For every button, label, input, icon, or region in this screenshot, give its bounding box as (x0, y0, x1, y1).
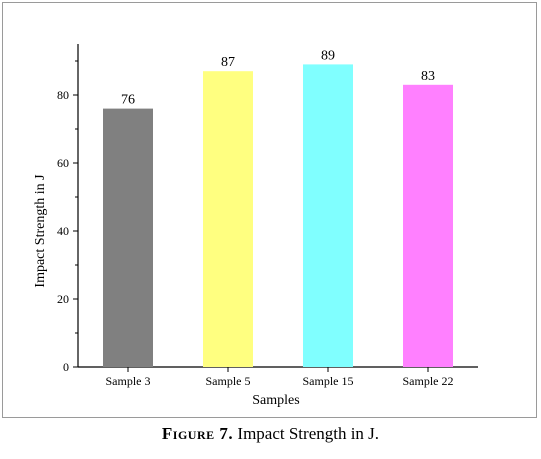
axes: 0 20 40 60 80 Sample 3 Sample 5 Sample 15 Sample… (57, 44, 478, 388)
y-axis-label: Impact Strength in J (33, 174, 48, 288)
figure-caption: Figure 7. Impact Strength in J. (0, 424, 541, 444)
y-tick-label: 0 (63, 360, 69, 374)
bar-value-label: 83 (421, 69, 435, 84)
x-axis-label: Samples (252, 393, 299, 408)
bar-chart: 0 20 40 60 80 Sample 3 Sample 5 Sample 15 Sample… (33, 44, 478, 408)
bar (303, 64, 353, 368)
bar (103, 108, 153, 367)
y-tick-label: 60 (57, 156, 69, 170)
figure-number: Figure 7. (161, 424, 234, 443)
bar-value-label: 87 (221, 55, 235, 70)
caption-text: Impact Strength in J. (237, 424, 380, 443)
x-tick-label: Sample 5 (206, 374, 251, 388)
y-tick-label: 40 (57, 224, 69, 238)
bar (203, 71, 253, 367)
y-tick-label: 80 (57, 88, 69, 102)
bar (403, 84, 453, 368)
x-tick-label: Sample 15 (303, 374, 354, 388)
bars-group: 76 87 89 83 (103, 48, 453, 368)
y-tick-label: 20 (57, 292, 69, 306)
bar-value-label: 89 (321, 48, 335, 63)
bar-value-label: 76 (121, 93, 135, 108)
x-tick-label: Sample 22 (403, 374, 454, 388)
figure-frame (2, 2, 537, 418)
x-tick-label: Sample 3 (106, 374, 151, 388)
